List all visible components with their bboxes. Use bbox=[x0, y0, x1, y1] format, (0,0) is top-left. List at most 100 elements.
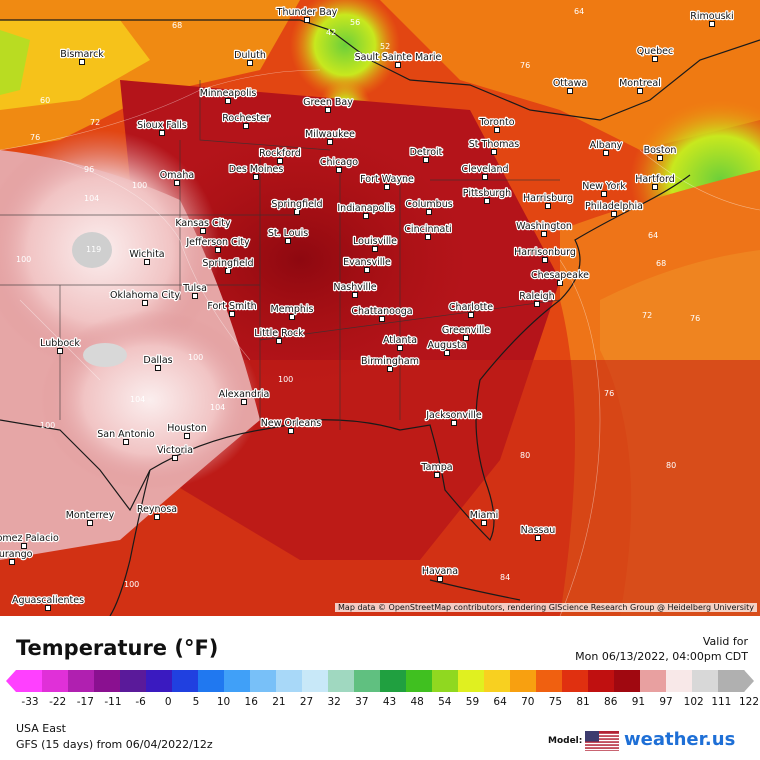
city-marker[interactable]: St Thomas bbox=[468, 138, 520, 155]
city-dot bbox=[45, 605, 51, 611]
city-marker[interactable]: Monterrey bbox=[65, 509, 116, 526]
city-dot bbox=[79, 59, 85, 65]
city-name: New Orleans bbox=[261, 418, 321, 429]
city-marker[interactable]: Washington bbox=[515, 220, 573, 237]
city-marker[interactable]: Victoria bbox=[156, 444, 194, 461]
city-marker[interactable]: Birmingham bbox=[360, 355, 420, 372]
city-marker[interactable]: Quebec bbox=[636, 45, 674, 62]
city-marker[interactable]: Miami bbox=[469, 509, 499, 526]
texas-south-heat bbox=[40, 310, 260, 490]
city-name: Gomez Palacio bbox=[0, 533, 59, 544]
city-dot bbox=[154, 514, 160, 520]
city-marker[interactable]: Rochester bbox=[221, 112, 271, 129]
city-marker[interactable]: Toronto bbox=[477, 116, 516, 133]
city-marker[interactable]: Springfield bbox=[270, 198, 324, 215]
brand-main: weather. bbox=[624, 729, 712, 750]
city-marker[interactable]: Montreal bbox=[618, 77, 662, 94]
city-marker[interactable]: Lubbock bbox=[39, 337, 82, 354]
city-marker[interactable]: Milwaukee bbox=[304, 128, 356, 145]
city-marker[interactable]: Durango bbox=[0, 548, 34, 565]
city-marker[interactable]: Indianapolis bbox=[336, 202, 396, 219]
city-marker[interactable]: Kansas City bbox=[174, 217, 232, 234]
city-name: San Antonio bbox=[97, 429, 155, 440]
city-marker[interactable]: Sioux Falls bbox=[136, 119, 188, 136]
city-marker[interactable]: Chicago bbox=[319, 156, 359, 173]
colorbar-right-arrow bbox=[744, 670, 754, 692]
city-name: Tulsa bbox=[182, 283, 207, 294]
city-name: Sault Sainte Marie bbox=[355, 52, 442, 63]
city-dot bbox=[426, 209, 432, 215]
city-marker[interactable]: Havana bbox=[421, 565, 459, 582]
map-attribution[interactable]: Map data © OpenStreetMap contributors, r… bbox=[335, 603, 757, 612]
city-marker[interactable]: Rimouski bbox=[689, 10, 735, 27]
city-marker[interactable]: Dallas bbox=[142, 354, 174, 371]
city-marker[interactable]: Augusta bbox=[426, 339, 468, 356]
valid-for-label: Valid for bbox=[702, 635, 748, 648]
city-dot bbox=[172, 455, 178, 461]
city-marker[interactable]: Raleigh bbox=[518, 290, 556, 307]
city-marker[interactable]: Atlanta bbox=[382, 334, 418, 351]
city-marker[interactable]: Aguascalientes bbox=[11, 594, 85, 611]
city-marker[interactable]: Duluth bbox=[233, 49, 267, 66]
city-marker[interactable]: Tulsa bbox=[181, 282, 208, 299]
city-marker[interactable]: Wichita bbox=[128, 248, 166, 265]
city-marker[interactable]: Oklahoma City bbox=[109, 289, 182, 306]
city-marker[interactable]: Thunder Bay bbox=[274, 6, 339, 23]
city-marker[interactable]: Des Moines bbox=[228, 163, 285, 180]
city-marker[interactable]: Harrisonburg bbox=[513, 246, 577, 263]
city-marker[interactable]: Nashville bbox=[332, 281, 378, 298]
city-dot bbox=[444, 350, 450, 356]
city-marker[interactable]: Rockford bbox=[258, 147, 302, 164]
city-marker[interactable]: Albany bbox=[588, 139, 624, 156]
city-marker[interactable]: San Antonio bbox=[96, 428, 156, 445]
city-marker[interactable]: Charlotte bbox=[448, 301, 494, 318]
city-marker[interactable]: Cleveland bbox=[460, 163, 510, 180]
city-marker[interactable]: Bismarck bbox=[59, 48, 105, 65]
city-marker[interactable]: Alexandria bbox=[217, 388, 271, 405]
city-marker[interactable]: Springfield bbox=[201, 257, 255, 274]
city-marker[interactable]: Ottawa bbox=[552, 77, 588, 94]
colorbar-tick-label: 27 bbox=[299, 696, 314, 708]
city-marker[interactable]: Cincinnati bbox=[403, 223, 453, 240]
city-marker[interactable]: Chesapeake bbox=[530, 269, 590, 286]
isotherm-value: 64 bbox=[574, 7, 584, 16]
city-name: Fort Smith bbox=[207, 301, 256, 312]
city-marker[interactable]: Green Bay bbox=[302, 96, 354, 113]
city-marker[interactable]: Evansville bbox=[342, 256, 392, 273]
city-marker[interactable]: Gomez Palacio bbox=[0, 532, 60, 549]
city-marker[interactable]: Reynosa bbox=[136, 503, 178, 520]
city-marker[interactable]: St. Louis bbox=[267, 227, 309, 244]
city-marker[interactable]: Chattanooga bbox=[350, 305, 414, 322]
city-marker[interactable]: Jefferson City bbox=[184, 236, 251, 253]
city-dot bbox=[184, 433, 190, 439]
city-marker[interactable]: Louisville bbox=[352, 235, 398, 252]
city-marker[interactable]: Minneapolis bbox=[198, 87, 258, 104]
city-marker[interactable]: Columbus bbox=[404, 198, 454, 215]
city-marker[interactable]: Sault Sainte Marie bbox=[353, 51, 443, 68]
city-name: Green Bay bbox=[303, 97, 353, 108]
city-marker[interactable]: New York bbox=[581, 180, 627, 197]
city-marker[interactable]: Pittsburgh bbox=[462, 187, 512, 204]
city-marker[interactable]: Harrisburg bbox=[522, 192, 574, 209]
city-marker[interactable]: Little Rock bbox=[253, 327, 305, 344]
city-marker[interactable]: Nassau bbox=[519, 524, 557, 541]
city-marker[interactable]: Memphis bbox=[269, 303, 315, 320]
city-marker[interactable]: Omaha bbox=[159, 169, 195, 186]
city-marker[interactable]: Detroit bbox=[408, 146, 444, 163]
city-marker[interactable]: Hartford bbox=[634, 173, 676, 190]
city-name: Atlanta bbox=[383, 335, 417, 346]
city-marker[interactable]: Philadelphia bbox=[584, 200, 644, 217]
city-dot bbox=[481, 520, 487, 526]
city-marker[interactable]: Tampa bbox=[419, 461, 454, 478]
city-marker[interactable]: New Orleans bbox=[260, 417, 322, 434]
city-marker[interactable]: Fort Wayne bbox=[359, 173, 415, 190]
city-marker[interactable]: Houston bbox=[166, 422, 208, 439]
city-marker[interactable]: Greenville bbox=[441, 324, 491, 341]
city-marker[interactable]: Fort Smith bbox=[206, 300, 258, 317]
city-name: Sioux Falls bbox=[137, 120, 187, 131]
weather-us-logo[interactable]: weather.us bbox=[624, 729, 735, 750]
city-marker[interactable]: Boston bbox=[642, 144, 678, 161]
city-marker[interactable]: Jacksonville bbox=[424, 409, 483, 426]
colorbar-tick-label: 21 bbox=[272, 696, 286, 708]
weather-map[interactable]: 68 64 56 42 52 76 60 72 76 96 100 104 119 100 104 64 68 7… bbox=[0, 0, 760, 616]
